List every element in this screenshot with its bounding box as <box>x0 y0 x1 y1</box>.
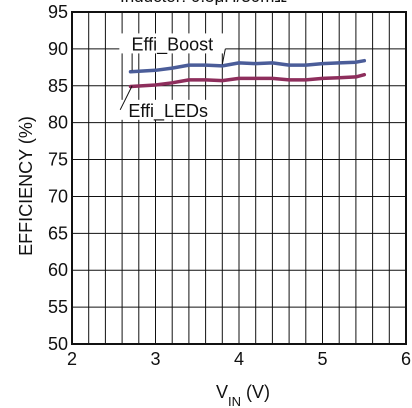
y-tick-label: 60 <box>48 260 68 280</box>
x-tick-label: 5 <box>317 349 327 369</box>
y-axis-title: EFFICIENCY (%) <box>16 116 36 256</box>
y-tick-label: 80 <box>48 113 68 133</box>
x-tick-label: 2 <box>67 349 77 369</box>
y-tick-label: 85 <box>48 76 68 96</box>
x-tick-label: 4 <box>234 349 244 369</box>
annotation-leader-line <box>119 85 133 111</box>
series-line-effi-leds <box>128 72 367 89</box>
annotation-effi-leds: Effi_LEDs <box>128 101 208 122</box>
y-tick-label: 70 <box>48 186 68 206</box>
plot-frame <box>71 11 407 345</box>
y-tick-label: 55 <box>48 297 68 317</box>
annotation-box <box>120 99 217 120</box>
annotation-box <box>119 33 226 54</box>
x-axis-title: VIN (V) <box>216 382 270 408</box>
x-tick-label: 3 <box>150 349 160 369</box>
x-tick-label: 6 <box>401 349 411 369</box>
chart-top-note: Inductor: 0.5μH/30mΩ <box>120 0 287 6</box>
y-tick-label: 50 <box>48 334 68 354</box>
y-tick-label: 90 <box>48 39 68 59</box>
y-tick-label: 95 <box>48 2 68 22</box>
series-line-effi-boost <box>128 58 367 74</box>
y-tick-label: 65 <box>48 223 68 243</box>
annotation-effi-boost: Effi_Boost <box>131 34 213 55</box>
annotation-leader-line <box>221 48 226 65</box>
y-tick-label: 75 <box>48 150 68 170</box>
